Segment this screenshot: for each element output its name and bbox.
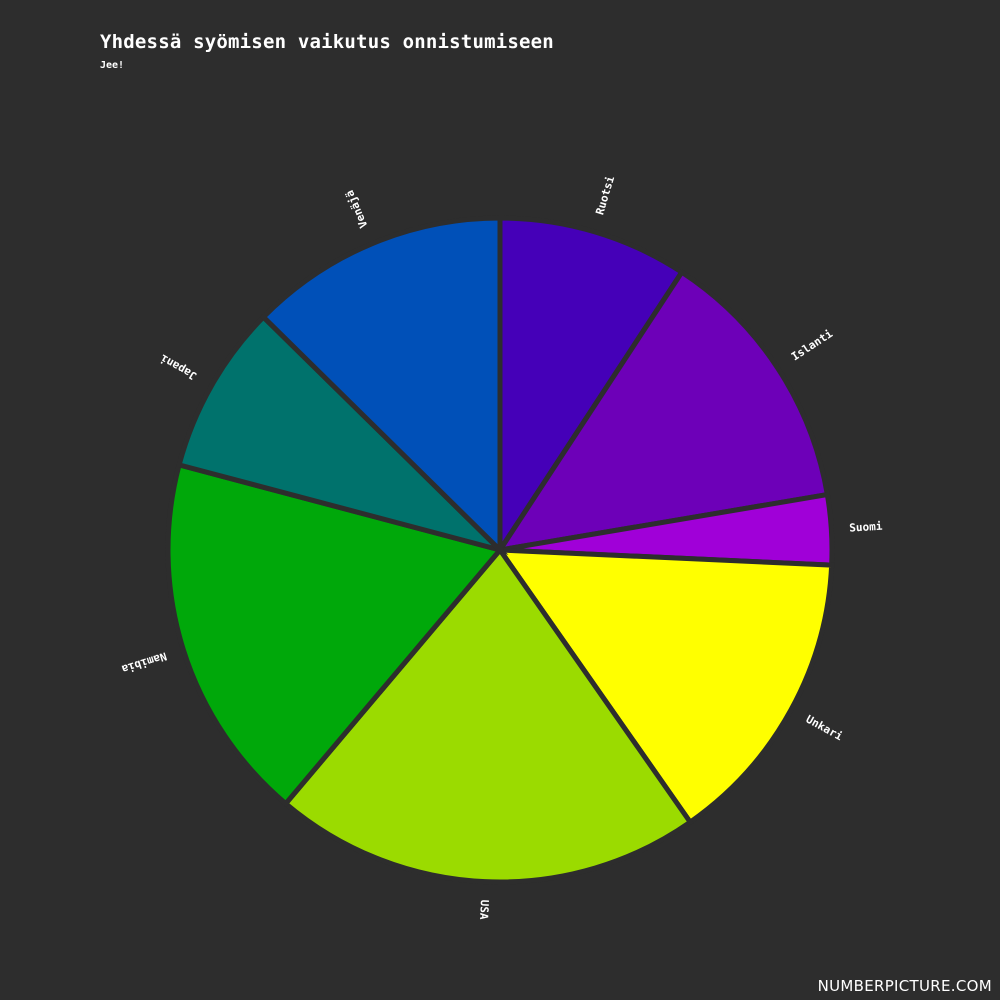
pie-slice-islanti (494, 268, 831, 554)
pie-label-venaja: Venäjä (343, 188, 370, 230)
pie-slice-unkari (495, 547, 835, 826)
pie-slice-venaja (259, 215, 503, 556)
pie-slice-namibia (165, 461, 505, 808)
pie-slice-usa (282, 545, 694, 885)
pie-label-usa: USA (477, 899, 491, 920)
pie-label-unkari: Unkari (804, 713, 845, 744)
chart-subtitle: Jee! (100, 60, 125, 71)
pie-slice-japani (176, 313, 509, 555)
pie-label-namibia: Namibia (120, 649, 168, 675)
pie-label-suomi: Suomi (849, 520, 883, 535)
pie-label-ruotsi: Ruotsi (593, 174, 617, 216)
pie-slices (165, 215, 835, 885)
pie-slice-ruotsi (497, 215, 686, 559)
watermark: NUMBERPICTURE.COM (817, 977, 992, 995)
chart-title: Yhdessä syömisen vaikutus onnistumiseen (100, 31, 554, 53)
pie-label-islanti: Islanti (789, 327, 835, 363)
pie-label-japani: Japani (158, 351, 199, 382)
